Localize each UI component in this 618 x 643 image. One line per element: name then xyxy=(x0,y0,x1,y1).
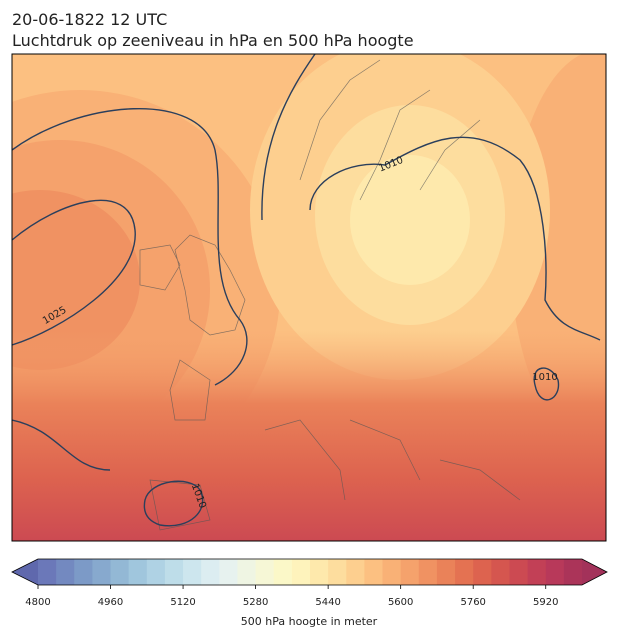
colorbar-bin xyxy=(473,559,492,585)
colorbar-bin xyxy=(164,559,184,585)
colorbar-outline xyxy=(11,558,608,586)
colorbar: 4800 4960 5120 5280 5440 5600 5760 5920 xyxy=(11,558,608,608)
colorbar-under xyxy=(12,559,38,585)
colorbar-bin xyxy=(400,559,420,585)
contour-label: 1010 xyxy=(532,372,557,383)
colorbar-bin xyxy=(545,559,565,585)
colorbar-bin xyxy=(237,559,257,585)
colorbar-bin xyxy=(418,559,438,585)
colorbar-bin xyxy=(527,559,547,585)
colorbar-bin xyxy=(146,559,166,585)
colorbar-bin xyxy=(310,559,329,585)
title: 20-06-1822 12 UTC xyxy=(12,10,167,29)
colorbar-bin xyxy=(273,559,293,585)
colorbar-tick-label: 5280 xyxy=(243,597,268,608)
colorbar-bin xyxy=(201,559,220,585)
colorbar-bin xyxy=(455,559,474,585)
colorbar-tick-label: 5120 xyxy=(170,597,195,608)
colorbar-bin xyxy=(364,559,384,585)
colorbar-bin xyxy=(563,559,583,585)
colorbar-bin xyxy=(74,559,93,585)
colorbar-tick-label: 5920 xyxy=(533,597,558,608)
colorbar-bin xyxy=(183,559,202,585)
colorbar-bin xyxy=(128,559,148,585)
colorbar-bin xyxy=(436,559,456,585)
colorbar-bin xyxy=(509,559,529,585)
colorbar-tick-label: 4960 xyxy=(98,597,123,608)
colorbar-tick-label: 5760 xyxy=(460,597,485,608)
colorbar-bin xyxy=(38,559,57,585)
map xyxy=(12,54,606,541)
colorbar-tick-label: 4800 xyxy=(25,597,50,608)
subtitle: Luchtdruk op zeeniveau in hPa en 500 hPa… xyxy=(12,31,414,50)
colorbar-tick-label: 5600 xyxy=(388,597,413,608)
colorbar-over xyxy=(582,559,607,585)
colorbar-bin xyxy=(110,559,130,585)
colorbar-bin xyxy=(92,559,112,585)
colorbar-bin xyxy=(291,559,311,585)
colorbar-bin xyxy=(255,559,275,585)
colorbar-bin xyxy=(346,559,365,585)
colorbar-label: 500 hPa hoogte in meter xyxy=(241,615,378,628)
colorbar-bin xyxy=(491,559,510,585)
colorbar-bin xyxy=(56,559,75,585)
colorbar-bin xyxy=(219,559,238,585)
map-frame xyxy=(11,53,607,542)
colorbar-bin xyxy=(328,559,347,585)
colorbar-tick-label: 5440 xyxy=(315,597,340,608)
colorbar-bin xyxy=(382,559,402,585)
